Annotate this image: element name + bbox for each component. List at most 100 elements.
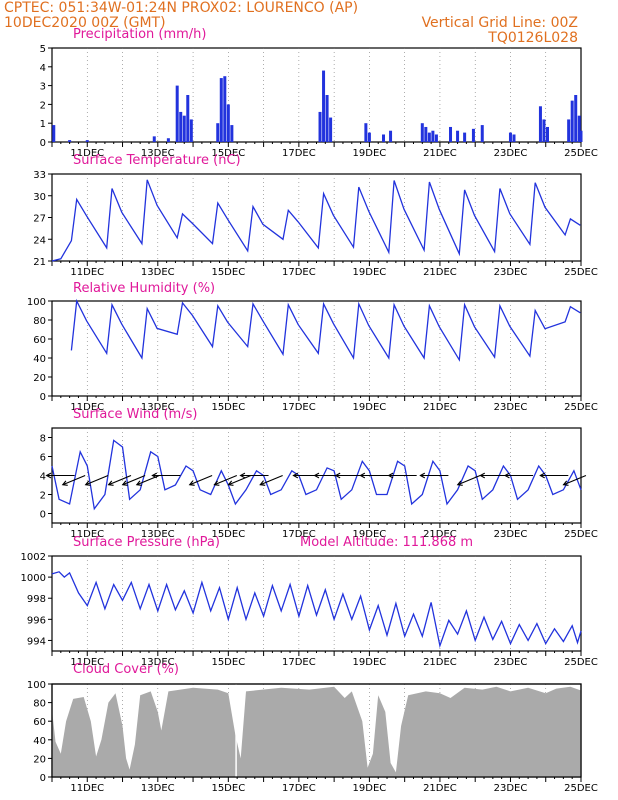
wind-vector-head (456, 480, 463, 486)
temperature-xtick-label: 23DEC (494, 267, 528, 278)
cloud-xtick-label: 25DEC (564, 783, 598, 794)
wind-vector-head (239, 472, 246, 479)
wind-xtick-label: 17DEC (282, 529, 316, 540)
wind-vector (189, 474, 213, 486)
temperature-xtick-label: 21DEC (423, 267, 457, 278)
precip-xtick-label: 11DEC (70, 148, 104, 159)
humidity-xtick-label: 15DEC (211, 402, 245, 413)
precip-bar (579, 130, 583, 142)
wind-vector-head (259, 480, 266, 486)
humidity-xtick-label: 17DEC (282, 402, 316, 413)
precip-panel: 0 1 2 3 4 5 11DEC 13DEC 15DEC 17DEC 19DEC 21DEC 23DE… (40, 27, 598, 159)
humidity-y-axis: 0 20 40 60 80 100 (27, 297, 52, 403)
precip-bar (182, 115, 186, 142)
precip-bar (175, 85, 179, 142)
temperature-series-line (51, 179, 581, 262)
pressure-xtick-label: 17DEC (282, 657, 316, 668)
precip-xtick-label: 19DEC (353, 148, 387, 159)
wind-vector-head (503, 472, 510, 479)
precip-bar (364, 123, 368, 142)
pressure-xtick-label: 25DEC (564, 657, 598, 668)
humidity-xtick-label: 23DEC (494, 402, 528, 413)
wind-xtick-label: 11DEC (70, 529, 104, 540)
precip-ytick-label: 3 (40, 82, 46, 93)
pressure-ytick-label: 998 (27, 594, 46, 605)
precip-bar (512, 134, 516, 142)
cloud-ytick-label: 60 (33, 717, 46, 728)
precip-bar (179, 111, 183, 142)
humidity-xtick-label: 13DEC (141, 402, 175, 413)
temperature-ytick-label: 27 (33, 214, 46, 225)
cloud-frame-top (51, 683, 582, 778)
wind-vector (85, 474, 109, 486)
precip-bar (424, 126, 428, 142)
precip-bar (382, 134, 386, 142)
humidity-xtick-label: 19DEC (353, 402, 387, 413)
cloud-xtick-label: 23DEC (494, 783, 528, 794)
humidity-ytick-label: 40 (33, 354, 46, 365)
precip-bar (577, 115, 581, 142)
pressure-frame (51, 555, 582, 652)
precip-bar (329, 117, 333, 142)
precip-bar (230, 125, 234, 142)
cloud-y-axis: 0 20 40 60 80 100 (27, 680, 52, 784)
precip-bar (68, 140, 72, 142)
pressure-ytick-label: 994 (27, 636, 46, 647)
temperature-y-axis: 21 24 27 30 33 (33, 170, 52, 268)
temperature-xtick-label: 25DEC (564, 267, 598, 278)
wind-vector-head (539, 472, 545, 479)
pressure-ytick-label: 996 (27, 615, 46, 626)
temperature-xtick-label: 11DEC (70, 267, 104, 278)
cloud-xtick-label: 19DEC (353, 783, 387, 794)
temperature-xtick-label: 15DEC (211, 267, 245, 278)
wind-series-line (51, 439, 582, 511)
pressure-xtick-label: 23DEC (494, 657, 528, 668)
wind-vector-head (151, 472, 158, 479)
wind-vector-head (107, 480, 114, 486)
wind-xtick-label: 23DEC (494, 529, 528, 540)
wind-vector-head (387, 472, 394, 479)
humidity-title: Relative Humidity (%) (73, 281, 215, 296)
wind-xtick-label: 25DEC (564, 529, 598, 540)
precip-bar (456, 130, 460, 142)
precip-bar (434, 134, 438, 142)
humidity-panel: 0 20 40 60 80 100 11DEC 13DEC 15DEC 17DEC 19DEC 21D… (27, 281, 598, 413)
humidity-x-axis: 11DEC 13DEC 15DEC 17DEC 19DEC 21DEC 23DEC 25DEC (51, 396, 598, 413)
precip-bar (480, 125, 484, 142)
precip-frame (51, 47, 582, 143)
cloud-panel: 0 20 40 60 80 100 11DEC 13DEC 15DEC 17DEC 19DEC 21D… (27, 662, 598, 794)
precip-title: Precipitation (mm/h) (73, 27, 206, 42)
precip-ytick-label: 4 (40, 63, 46, 74)
precip-bar (52, 125, 56, 142)
cloud-ytick-label: 80 (33, 699, 46, 710)
precip-ytick-label: 0 (40, 138, 46, 149)
wind-vector-head (334, 472, 341, 479)
cloud-ytick-label: 100 (27, 680, 46, 691)
precip-bar (219, 78, 223, 142)
precip-bar (166, 138, 170, 142)
precip-bar (471, 128, 475, 142)
wind-vector-head (135, 480, 142, 486)
humidity-ytick-label: 20 (33, 373, 46, 384)
pressure-y-axis: 994 996 998 1000 1002 (21, 552, 52, 647)
humidity-ytick-label: 80 (33, 316, 46, 327)
cloud-area (52, 686, 581, 777)
wind-vector-head (292, 472, 299, 479)
temperature-ytick-label: 33 (33, 170, 46, 181)
precip-bar (538, 106, 542, 142)
precip-bar (574, 95, 578, 142)
wind-xtick-label: 13DEC (141, 529, 175, 540)
wind-vector (108, 474, 132, 486)
precip-bar (223, 76, 227, 142)
wind-vector-head (188, 480, 195, 486)
cloud-xtick-label: 17DEC (282, 783, 316, 794)
precip-bar (542, 119, 546, 142)
grid-line-note: Vertical Grid Line: 00Z (422, 15, 578, 31)
wind-xtick-label: 15DEC (211, 529, 245, 540)
wind-vector-head (121, 480, 128, 486)
precip-bar (389, 130, 393, 142)
station-header: CPTEC: 051:34W-01:24N PROX02: LOURENCO (… (4, 0, 358, 16)
precip-bar (567, 119, 571, 142)
pressure-xtick-label: 19DEC (353, 657, 387, 668)
